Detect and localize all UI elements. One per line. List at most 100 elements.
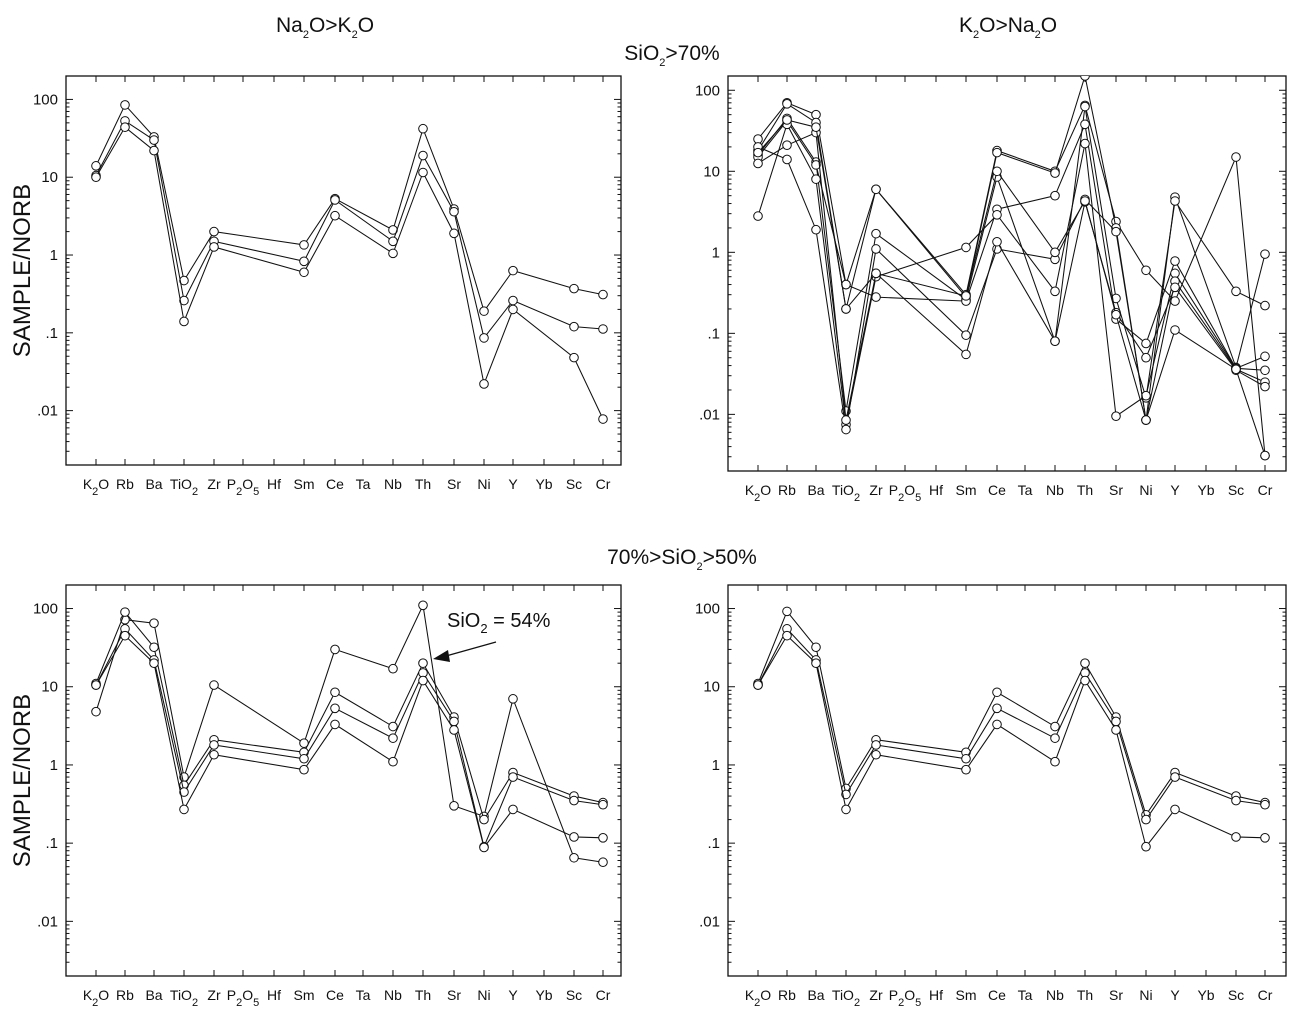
data-point-rb: [120, 630, 130, 641]
data-point-sm: [299, 764, 309, 775]
data-point-sm: [299, 256, 309, 267]
x-category-label-sc: Sc: [1228, 987, 1244, 1003]
data-point-rb: [782, 606, 792, 617]
x-category-label-ta: Ta: [356, 987, 371, 1003]
data-point-zr: [871, 228, 881, 239]
x-category-label-hf: Hf: [929, 987, 943, 1003]
x-category-label-p2o5: P2O5: [227, 987, 259, 1009]
x-category-label-sm: Sm: [956, 987, 977, 1003]
x-category-label-yb: Yb: [1197, 482, 1214, 498]
series-7: [753, 127, 1270, 425]
data-point-y: [508, 694, 518, 704]
data-point-zr: [209, 226, 219, 237]
data-point-ce: [992, 147, 1002, 158]
x-category-label-nb: Nb: [1046, 987, 1064, 1003]
x-category-label-tio2: TiO2: [170, 987, 198, 1009]
data-point-nb: [388, 756, 398, 767]
data-point-sc: [1231, 832, 1241, 842]
data-point-rb: [782, 140, 792, 150]
series-line: [95, 126, 604, 420]
data-point-sc: [569, 852, 579, 863]
x-category-label-th: Th: [415, 987, 431, 1003]
data-point-ce: [330, 644, 340, 655]
data-point-zr: [871, 740, 881, 750]
y-tick-label: .1: [45, 835, 58, 852]
data-point-cr: [1260, 833, 1270, 843]
data-point-cr: [598, 799, 608, 810]
series-2: [753, 624, 1270, 825]
data-point-ba: [811, 160, 821, 170]
data-point-nb: [1050, 733, 1060, 743]
data-point-sm: [961, 330, 971, 340]
data-point-y: [1170, 196, 1180, 206]
data-point-th: [418, 167, 428, 178]
x-category-label-sr: Sr: [447, 987, 461, 1003]
annotation-arrow-head: [433, 650, 450, 662]
x-category-label-ce: Ce: [988, 987, 1006, 1003]
data-point-th: [1080, 76, 1090, 81]
x-category-label-hf: Hf: [929, 482, 943, 498]
x-category-label-cr: Cr: [596, 476, 611, 492]
data-point-cr: [598, 324, 608, 334]
x-category-label-ba: Ba: [807, 482, 824, 498]
data-point-tio2: [841, 424, 851, 435]
x-category-label-ta: Ta: [1018, 987, 1033, 1003]
data-point-sm: [961, 764, 971, 775]
data-point-tio2: [179, 804, 189, 815]
y-tick-label: .01: [37, 913, 58, 930]
data-point-rb: [120, 607, 130, 617]
data-point-nb: [388, 248, 398, 259]
data-point-zr: [871, 184, 881, 195]
y-tick-label: 1: [712, 244, 720, 261]
data-point-tio2: [841, 304, 851, 314]
data-point-y: [1170, 268, 1180, 279]
header-col-right: K2O>Na2O: [959, 14, 1057, 41]
y-axis-ticks: [66, 584, 621, 977]
series-line: [757, 131, 1266, 421]
x-category-label-hf: Hf: [267, 987, 281, 1003]
x-category-label-sm: Sm: [956, 482, 977, 498]
y-axis-label: SAMPLE/NORB: [9, 694, 36, 867]
data-point-sm: [961, 242, 971, 253]
series-line: [95, 611, 604, 821]
y-tick-label: 1: [50, 757, 58, 774]
panel-top-right: 100 10 1 .1 .01 K2O Rb Ba TiO2 Zr P2O5 Hf Sm Ce Ta Nb Th…: [695, 75, 1287, 504]
series-line: [757, 119, 1266, 456]
series-8: [753, 115, 1270, 461]
data-point-ce: [992, 236, 1002, 247]
data-point-sr: [1111, 226, 1121, 237]
data-point-ce: [330, 719, 340, 730]
x-category-label-rb: Rb: [116, 476, 134, 492]
data-point-k2o: [753, 680, 763, 690]
data-point-nb: [388, 663, 398, 674]
x-category-label-p2o5: P2O5: [889, 987, 921, 1009]
data-point-sc: [1231, 152, 1241, 162]
y-tick-label: .01: [37, 403, 58, 420]
data-point-sr: [449, 725, 459, 735]
data-point-ba: [149, 618, 159, 628]
y-axis-ticks: [728, 89, 1286, 472]
x-category-label-cr: Cr: [596, 987, 611, 1003]
data-point-cr: [1260, 381, 1270, 392]
data-point-ce: [330, 210, 340, 221]
x-category-label-zr: Zr: [869, 482, 883, 498]
panel-bottom-right: 100 10 1 .1 .01 K2O Rb Ba TiO2 Zr P2O5 Hf Sm Ce Ta Nb Th…: [695, 584, 1287, 1009]
data-point-tio2: [841, 415, 851, 425]
data-point-zr: [209, 749, 219, 760]
data-point-ni: [1141, 415, 1151, 425]
data-point-nb: [1050, 336, 1060, 346]
plot-frame: [727, 584, 1287, 977]
data-point-y: [1170, 772, 1180, 782]
data-point-th: [1080, 675, 1090, 686]
data-point-cr: [598, 833, 608, 843]
data-point-cr: [598, 414, 608, 424]
data-point-th: [1080, 101, 1090, 112]
x-category-label-y: Y: [1170, 482, 1180, 498]
data-point-sc: [1231, 795, 1241, 806]
data-point-ce: [330, 703, 340, 714]
x-category-label-zr: Zr: [207, 476, 221, 492]
y-tick-label: .01: [699, 913, 720, 930]
x-category-label-zr: Zr: [869, 987, 883, 1003]
data-point-sr: [449, 801, 459, 811]
